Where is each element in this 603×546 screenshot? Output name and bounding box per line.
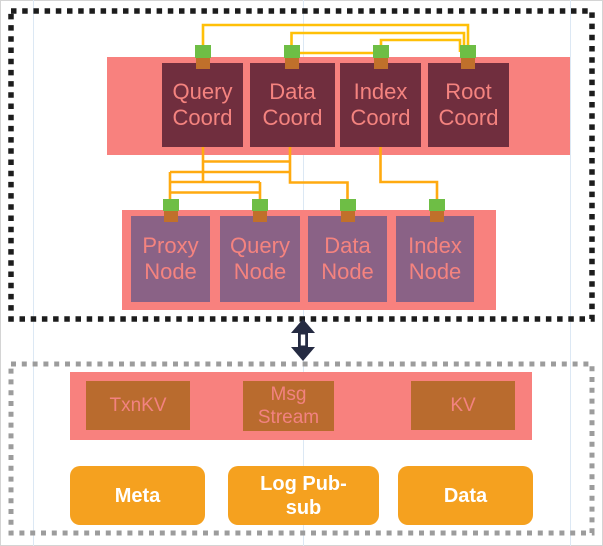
proxy-node-port	[163, 199, 179, 222]
index-coord-label: Index Coord	[350, 79, 411, 130]
port-brown-icon	[284, 58, 299, 69]
proxy-node-label: Proxy Node	[142, 233, 199, 284]
log-pubsub-box: Log Pub-sub	[228, 466, 379, 525]
data-node-box: Data Node	[308, 216, 387, 302]
txnkv-label: TxnKV	[109, 395, 167, 416]
proxy-node-box: Proxy Node	[131, 216, 210, 302]
txnkv-box: TxnKV	[86, 381, 190, 430]
query-node-box: Query Node	[220, 216, 300, 302]
query-coord-box: Query Coord	[162, 63, 243, 147]
data-storage-label: Data	[443, 484, 488, 507]
port-brown-icon	[253, 211, 267, 222]
root-coord-box: Root Coord	[428, 63, 509, 147]
port-brown-icon	[196, 58, 210, 69]
port-brown-icon	[460, 58, 475, 69]
data-node-port	[339, 199, 356, 222]
port-brown-icon	[430, 211, 444, 222]
port-brown-icon	[340, 211, 355, 222]
kv-label: KV	[450, 395, 476, 416]
vertical-guide-right	[570, 0, 571, 546]
index-node-box: Index Node	[396, 216, 474, 302]
msg-stream-label: Msg Stream	[257, 384, 320, 428]
port-brown-icon	[374, 58, 388, 69]
wire-query-to-root	[201, 23, 470, 52]
port-green-icon	[283, 45, 300, 58]
index-coord-box: Index Coord	[340, 63, 421, 147]
port-brown-icon	[164, 211, 178, 222]
query-node-port	[252, 199, 268, 222]
wire-index-to-root	[379, 38, 462, 52]
data-coord-box: Data Coord	[250, 63, 335, 147]
log-pubsub-label: Log Pub-sub	[260, 472, 347, 519]
port-green-icon	[163, 199, 179, 211]
meta-storage-label: Meta	[114, 484, 161, 507]
index-node-label: Index Node	[408, 233, 462, 284]
port-green-icon	[429, 199, 445, 211]
data-storage-box: Data	[398, 466, 533, 525]
index-node-port	[429, 199, 445, 222]
data-coord-label: Data Coord	[262, 79, 323, 130]
port-green-icon	[339, 199, 356, 211]
query-node-label: Query Node	[230, 233, 290, 284]
port-green-icon	[373, 45, 389, 58]
meta-storage-box: Meta	[70, 466, 205, 525]
query-coord-label: Query Coord	[172, 79, 233, 130]
port-green-icon	[252, 199, 268, 211]
vertical-guide-left	[33, 0, 34, 546]
port-green-icon	[459, 45, 476, 58]
port-green-icon	[195, 45, 211, 58]
query-coord-port	[195, 45, 211, 69]
root-coord-label: Root Coord	[438, 79, 499, 130]
index-coord-port	[373, 45, 389, 69]
data-coord-port	[283, 45, 300, 69]
data-node-label: Data Node	[321, 233, 374, 284]
root-coord-port	[459, 45, 476, 69]
kv-box: KV	[411, 381, 515, 430]
msg-stream-box: Msg Stream	[243, 381, 334, 431]
